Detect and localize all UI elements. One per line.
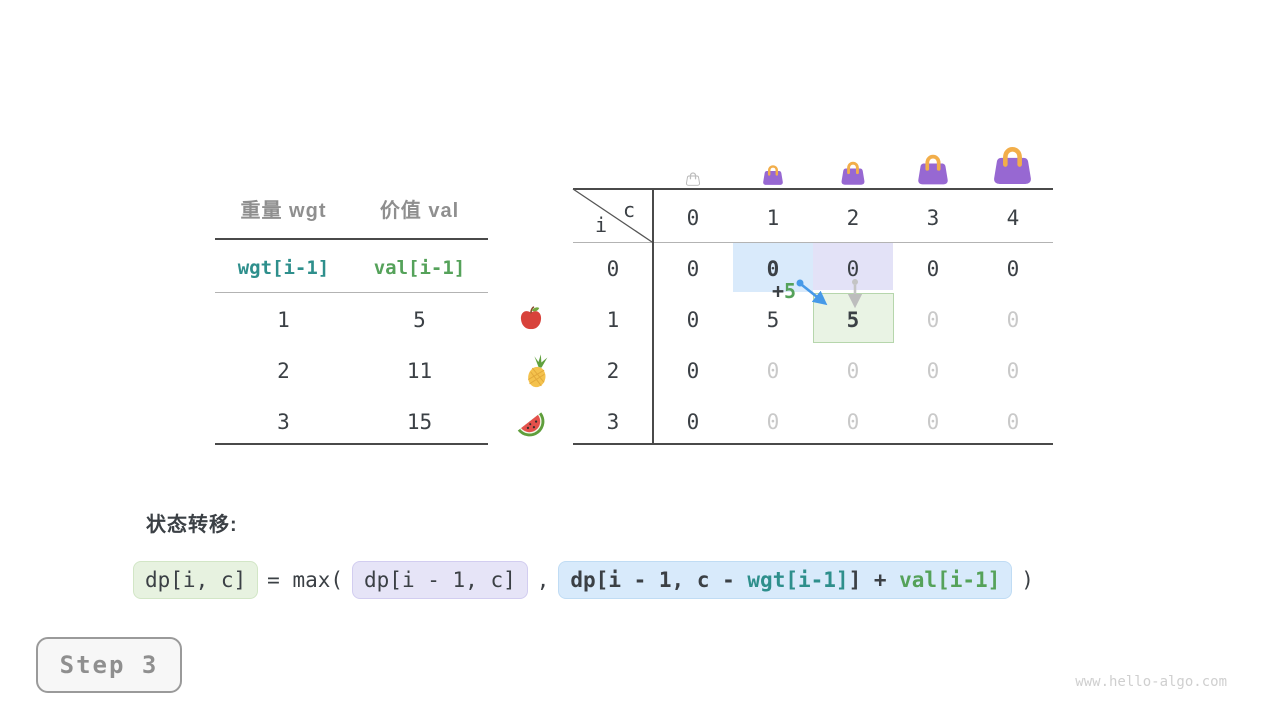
- dp-col-header-3: 3: [926, 206, 940, 230]
- dp-row-header-1: 1: [606, 308, 620, 332]
- item-3-value: 15: [406, 410, 433, 434]
- dp-table-vertical-rule: [652, 188, 654, 445]
- watermelon-icon: [517, 412, 545, 437]
- items-col-header-value: 价值 val: [379, 200, 460, 222]
- dp-cell-3-4: 0: [1006, 410, 1020, 434]
- formula-take-wgt: wgt[i-1]: [747, 568, 849, 592]
- dp-cell-0-3: 0: [926, 257, 940, 281]
- annotation-plus-sign: +: [771, 279, 784, 303]
- formula-lhs-box: dp[i, c]: [133, 561, 259, 599]
- dp-corner-col-var: c: [622, 198, 636, 222]
- item-2-weight: 2: [277, 359, 290, 383]
- step-badge-label: Step 3: [59, 651, 159, 679]
- dp-cell-1-2: 5: [846, 308, 860, 332]
- items-index-wgt: wgt[i-1]: [237, 257, 330, 279]
- dp-col-header-4: 4: [1006, 206, 1020, 230]
- step-badge: Step 3: [36, 637, 182, 693]
- annotation-value: 5: [784, 279, 797, 303]
- items-table-bottom-rule: [215, 443, 488, 445]
- dp-cell-0-1: 0: [766, 257, 780, 281]
- bag-outline-icon: [686, 172, 700, 186]
- dp-cell-2-1: 0: [766, 359, 780, 383]
- dp-col-header-1: 1: [766, 206, 780, 230]
- dp-cell-3-0: 0: [686, 410, 700, 434]
- item-2-value: 11: [406, 359, 433, 383]
- formula-take-box: dp[i - 1, c - wgt[i-1]] + val[i-1]: [558, 561, 1013, 599]
- dp-cell-2-4: 0: [1006, 359, 1020, 383]
- dp-table-header-rule: [573, 242, 1053, 243]
- item-3-weight: 3: [277, 410, 290, 434]
- dp-cell-3-2: 0: [846, 410, 860, 434]
- item-1-weight: 1: [277, 308, 290, 332]
- items-table-mid-rule: [215, 292, 488, 293]
- items-col-header-weight: 重量 wgt: [240, 200, 327, 222]
- dp-cell-3-3: 0: [926, 410, 940, 434]
- dp-table-top-rule: [573, 188, 1053, 190]
- transition-add-annotation: +5: [762, 280, 806, 302]
- transition-label: 状态转移:: [146, 514, 238, 536]
- bag-xlarge-icon: [994, 147, 1031, 184]
- dp-cell-1-4: 0: [1006, 308, 1020, 332]
- formula-close-paren: ): [1021, 568, 1034, 592]
- dp-table-bottom-rule: [573, 443, 1053, 445]
- dp-cell-1-0: 0: [686, 308, 700, 332]
- formula-take-prefix: dp[i - 1, c -: [570, 568, 748, 592]
- watermark: www.hello-algo.com: [1075, 674, 1227, 690]
- dp-col-header-2: 2: [846, 206, 860, 230]
- formula-keep-box: dp[i - 1, c]: [352, 561, 528, 599]
- dp-corner-row-var: i: [594, 213, 608, 237]
- item-1-value: 5: [413, 308, 426, 332]
- dp-row-header-3: 3: [606, 410, 620, 434]
- dp-cell-0-0: 0: [686, 257, 700, 281]
- dp-cell-2-3: 0: [926, 359, 940, 383]
- dp-cell-2-0: 0: [686, 359, 700, 383]
- items-table-top-rule: [215, 238, 488, 240]
- apple-icon: [520, 306, 542, 330]
- dp-cell-1-3: 0: [926, 308, 940, 332]
- dp-cell-2-2: 0: [846, 359, 860, 383]
- formula-take-val: val[i-1]: [899, 568, 1001, 592]
- dp-cell-1-1: 5: [766, 308, 780, 332]
- dp-col-header-0: 0: [686, 206, 700, 230]
- bag-medium-icon: [841, 161, 865, 185]
- dp-cell-3-1: 0: [766, 410, 780, 434]
- pineapple-icon: [527, 354, 548, 388]
- formula-take-mid: ] +: [848, 568, 900, 592]
- transition-formula: dp[i, c] = max( dp[i - 1, c] , dp[i - 1,…: [133, 558, 1034, 602]
- dp-row-header-2: 2: [606, 359, 620, 383]
- dp-cell-0-4: 0: [1006, 257, 1020, 281]
- dp-cell-0-2: 0: [846, 257, 860, 281]
- dp-row-header-0: 0: [606, 257, 620, 281]
- items-index-val: val[i-1]: [373, 257, 466, 279]
- formula-equals-max: = max(: [267, 568, 344, 592]
- bag-large-icon: [918, 154, 948, 185]
- bag-small-icon: [763, 165, 783, 185]
- formula-comma: ,: [536, 568, 550, 592]
